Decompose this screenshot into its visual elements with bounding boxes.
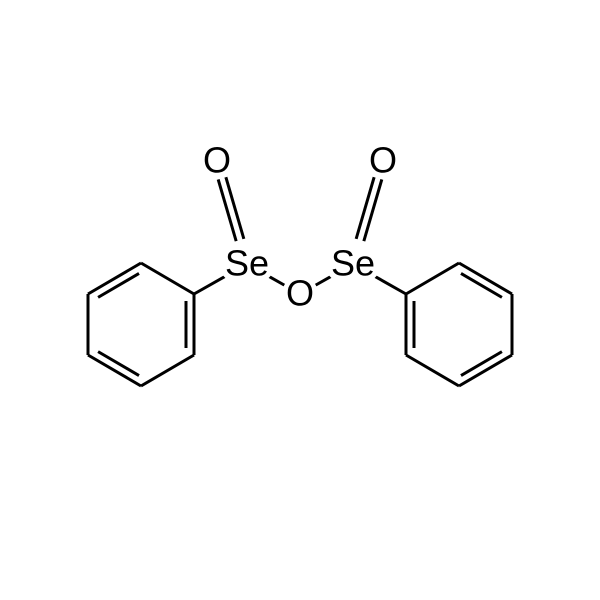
- bond-line: [364, 179, 382, 241]
- bond-line: [406, 355, 459, 386]
- bond-line: [316, 276, 332, 285]
- bond-line: [194, 276, 225, 294]
- atom-label-o: O: [203, 140, 231, 181]
- atom-label-o: O: [286, 273, 314, 314]
- bond-line: [141, 263, 194, 294]
- molecule-diagram: Se O O Se O: [0, 0, 600, 600]
- bond-line: [269, 276, 285, 285]
- atom-label-o: O: [369, 140, 397, 181]
- atom-label-se: Se: [331, 243, 375, 284]
- bond-line: [406, 263, 459, 294]
- bond-line: [218, 179, 236, 241]
- bond-line: [226, 177, 244, 239]
- atom-label-se: Se: [225, 243, 269, 284]
- bond-line: [356, 177, 374, 239]
- bond-line: [141, 355, 194, 386]
- bond-line: [375, 276, 406, 294]
